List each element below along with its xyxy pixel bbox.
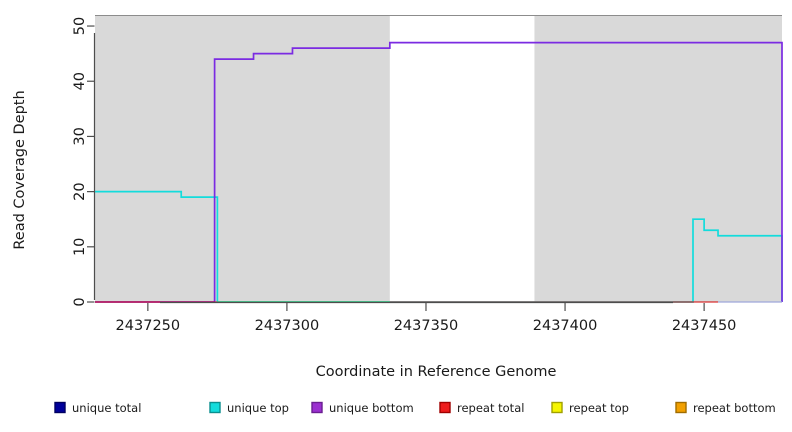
y-tick-label-20: 20: [72, 182, 88, 200]
shaded-region-1: [534, 15, 782, 302]
x-tick-label-2437250: 2437250: [116, 318, 181, 334]
legend-swatch-unique-bottom: [311, 401, 323, 414]
y-tick-label-40: 40: [72, 72, 88, 90]
y-tick-label-50: 50: [72, 17, 88, 35]
x-tick-label-2437400: 2437400: [533, 318, 598, 334]
x-tick-label-2437350: 2437350: [394, 318, 459, 334]
y-axis-title: Read Coverage Depth: [12, 90, 28, 249]
legend-label-repeat-top: repeat top: [569, 401, 629, 415]
legend-item-unique-total[interactable]: unique total: [54, 401, 141, 415]
y-tick-label-0: 0: [72, 297, 88, 306]
legend-label-unique-bottom: unique bottom: [329, 401, 414, 415]
x-tick-label-2437300: 2437300: [255, 318, 320, 334]
legend-item-unique-bottom[interactable]: unique bottom: [311, 401, 414, 415]
x-tick-group: 2437250 2437300 2437350 2437400 2437450: [116, 303, 737, 334]
legend-swatch-repeat-bottom: [675, 401, 687, 414]
x-axis-title: Coordinate in Reference Genome: [316, 364, 557, 380]
legend-label-repeat-bottom: repeat bottom: [693, 401, 776, 415]
legend-swatch-repeat-top: [551, 401, 563, 414]
legend-label-repeat-total: repeat total: [457, 401, 524, 415]
x-tick-label-2437450: 2437450: [672, 318, 737, 334]
y-tick-label-30: 30: [72, 127, 88, 145]
legend-swatch-unique-total: [54, 401, 66, 414]
legend-label-unique-total: unique total: [72, 401, 141, 415]
legend-label-unique-top: unique top: [227, 401, 289, 415]
y-tick-group: 0 10 20 30 40 50: [72, 17, 95, 307]
shaded-region-group: [95, 15, 782, 302]
legend-item-unique-top[interactable]: unique top: [209, 401, 289, 415]
legend-item-repeat-bottom[interactable]: repeat bottom: [675, 401, 776, 415]
legend-swatch-repeat-total: [439, 401, 451, 414]
legend-swatch-unique-top: [209, 401, 221, 414]
shaded-region-0: [95, 15, 390, 302]
y-tick-label-10: 10: [72, 238, 88, 256]
legend-item-repeat-top[interactable]: repeat top: [551, 401, 629, 415]
series-unique-top: [95, 190, 783, 303]
legend-item-repeat-total[interactable]: repeat total: [439, 401, 524, 415]
legend: unique total unique top unique bottom repea…: [54, 401, 776, 415]
